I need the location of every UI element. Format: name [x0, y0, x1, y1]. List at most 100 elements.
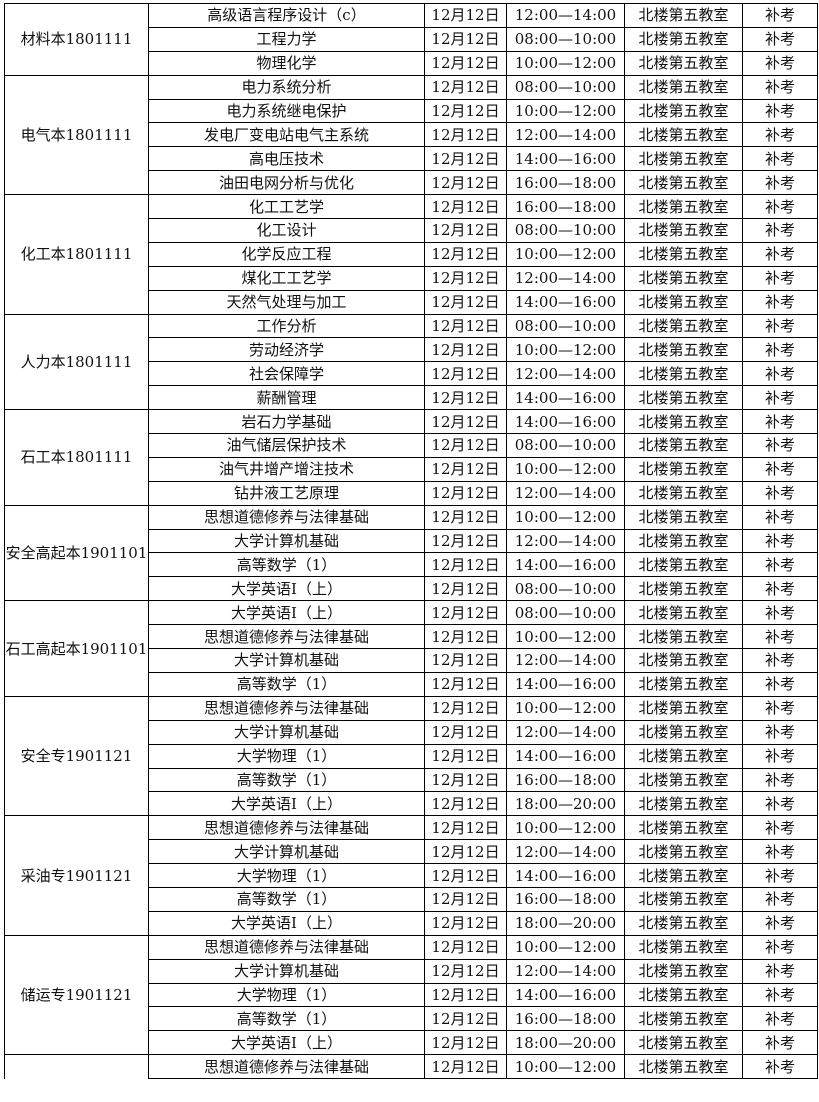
table-row: 大学英语I（上） 12月12日 08:00—10:00 北楼第五教室 补考	[5, 576, 818, 602]
course-cell: 大学英语I（上）	[148, 791, 425, 817]
table-row: 人力本1801111 工作分析 12月12日 08:00—10:00 北楼第五教室 补考	[4, 313, 818, 411]
time-cell: 12:00—14:00	[506, 648, 625, 673]
room-cell: 北楼第五教室	[624, 839, 743, 865]
exam-type-cell: 补考	[742, 1006, 818, 1032]
room-cell: 北楼第五教室	[624, 863, 743, 888]
room-cell: 北楼第五教室	[624, 289, 743, 315]
time-cell: 18:00—20:00	[506, 1030, 625, 1056]
course-cell: 岩石力学基础	[148, 409, 425, 435]
exam-type-cell: 补考	[742, 528, 818, 554]
exam-type-cell: 补考	[742, 194, 818, 220]
room-cell: 北楼第五教室	[624, 600, 743, 626]
course-cell: 思想道德修养与法律基础	[148, 1054, 425, 1080]
date-cell: 12月12日	[424, 480, 507, 506]
exam-type-cell: 补考	[742, 743, 818, 769]
course-cell: 化工工艺学	[148, 194, 425, 220]
table-row: 大学计算机基础 12月12日 12:00—14:00 北楼第五教室 补考	[5, 528, 818, 554]
table-row: 安全专1901121 思想道德修养与法律基础 12月12日 10:00—12:00 北楼…	[4, 695, 818, 817]
time-cell: 12:00—14:00	[506, 361, 625, 387]
course-cell: 大学物理（1）	[148, 863, 425, 888]
date-cell: 12月12日	[424, 1054, 507, 1080]
table-row: 薪酬管理 12月12日 14:00—16:00 北楼第五教室 补考	[5, 385, 818, 411]
course-cell: 大学物理（1）	[148, 743, 425, 769]
class-cell: 石工高起本1901101	[4, 600, 149, 697]
room-cell: 北楼第五教室	[624, 934, 743, 960]
table-row: 思想道德修养与法律基础 12月12日 10:00—12:00 北楼第五教室 补考	[5, 624, 818, 650]
time-cell: 14:00—16:00	[506, 409, 625, 435]
exam-type-cell: 补考	[742, 74, 818, 100]
room-cell: 北楼第五教室	[624, 958, 743, 984]
date-cell: 12月12日	[424, 433, 507, 458]
room-cell: 北楼第五教室	[624, 170, 743, 196]
date-cell: 12月12日	[424, 26, 507, 52]
exam-type-cell: 补考	[742, 648, 818, 673]
time-cell: 12:00—14:00	[506, 480, 625, 506]
time-cell: 10:00—12:00	[506, 934, 625, 960]
room-cell: 北楼第五教室	[624, 528, 743, 554]
exam-type-cell: 补考	[742, 1054, 818, 1080]
date-cell: 12月12日	[424, 409, 507, 435]
course-cell: 天然气处理与加工	[148, 289, 425, 315]
table-row: 大学英语I（上） 12月12日 18:00—20:00 北楼第五教室 补考	[5, 791, 818, 817]
exam-type-cell: 补考	[742, 552, 818, 578]
exam-type-cell: 补考	[742, 313, 818, 339]
time-cell: 12:00—14:00	[506, 3, 625, 28]
table-row: 高等数学（1） 12月12日 14:00—16:00 北楼第五教室 补考	[5, 671, 818, 697]
course-cell: 大学物理（1）	[148, 982, 425, 1008]
time-cell: 18:00—20:00	[506, 791, 625, 817]
exam-schedule-table: 材料本1801111 高级语言程序设计（c） 12月12日 12:00—14:00 北楼…	[4, 3, 818, 1080]
class-cell	[4, 1054, 149, 1079]
table-row: 工程力学 12月12日 08:00—10:00 北楼第五教室 补考	[5, 26, 818, 52]
room-cell: 北楼第五教室	[624, 194, 743, 220]
course-cell: 思想道德修养与法律基础	[148, 504, 425, 530]
time-cell: 14:00—16:00	[506, 146, 625, 172]
time-cell: 10:00—12:00	[506, 624, 625, 650]
table-row: 高等数学（1） 12月12日 16:00—18:00 北楼第五教室 补考	[5, 886, 818, 912]
course-cell: 物理化学	[148, 50, 425, 76]
date-cell: 12月12日	[424, 719, 507, 745]
class-cell: 储运专1901121	[4, 934, 149, 1056]
table-row: 大学计算机基础 12月12日 12:00—14:00 北楼第五教室 补考	[5, 839, 818, 865]
exam-type-cell: 补考	[742, 934, 818, 960]
time-cell: 18:00—20:00	[506, 910, 625, 936]
room-cell: 北楼第五教室	[624, 1030, 743, 1056]
time-cell: 14:00—16:00	[506, 552, 625, 578]
time-cell: 10:00—12:00	[506, 337, 625, 363]
date-cell: 12月12日	[424, 194, 507, 220]
exam-type-cell: 补考	[742, 241, 818, 267]
course-cell: 油气井增产增注技术	[148, 456, 425, 482]
time-cell: 08:00—10:00	[506, 600, 625, 626]
date-cell: 12月12日	[424, 241, 507, 267]
table-row: 电气本1801111 电力系统分析 12月12日 08:00—10:00 北楼第五教室补…	[4, 74, 818, 196]
room-cell: 北楼第五教室	[624, 695, 743, 721]
time-cell: 16:00—18:00	[506, 170, 625, 196]
course-cell: 大学英语I（上）	[148, 600, 425, 626]
table-row: 石工高起本1901101 大学英语I（上） 12月12日 08:00—10:00 北楼第…	[4, 600, 818, 697]
time-cell: 08:00—10:00	[506, 218, 625, 243]
exam-type-cell: 补考	[742, 791, 818, 817]
class-cell: 采油专1901121	[4, 815, 149, 936]
table-row: 大学英语I（上） 12月12日 18:00—20:00 北楼第五教室 补考	[5, 910, 818, 936]
exam-type-cell: 补考	[742, 576, 818, 602]
time-cell: 16:00—18:00	[506, 1006, 625, 1032]
course-cell: 高等数学（1）	[148, 767, 425, 793]
table-row: 大学计算机基础 12月12日 12:00—14:00 北楼第五教室 补考	[5, 648, 818, 673]
date-cell: 12月12日	[424, 934, 507, 960]
exam-type-cell: 补考	[742, 361, 818, 387]
date-cell: 12月12日	[424, 791, 507, 817]
exam-type-cell: 补考	[742, 600, 818, 626]
date-cell: 12月12日	[424, 98, 507, 124]
date-cell: 12月12日	[424, 767, 507, 793]
table-row: 大学物理（1） 12月12日 14:00—16:00 北楼第五教室 补考	[5, 743, 818, 769]
table-row: 思想道德修养与法律基础 12月12日 10:00—12:00 北楼第五教室 补考	[4, 1054, 818, 1080]
table-row: 石工本1801111 岩石力学基础 12月12日 14:00—16:00 北楼第五教室补…	[4, 409, 818, 506]
room-cell: 北楼第五教室	[624, 26, 743, 52]
time-cell: 08:00—10:00	[506, 74, 625, 100]
course-cell: 薪酬管理	[148, 385, 425, 411]
room-cell: 北楼第五教室	[624, 313, 743, 339]
table-row: 电力系统继电保护 12月12日 10:00—12:00 北楼第五教室 补考	[5, 98, 818, 124]
table-row: 高电压技术 12月12日 14:00—16:00 北楼第五教室 补考	[5, 146, 818, 172]
time-cell: 12:00—14:00	[506, 265, 625, 291]
room-cell: 北楼第五教室	[624, 886, 743, 912]
room-cell: 北楼第五教室	[624, 50, 743, 76]
